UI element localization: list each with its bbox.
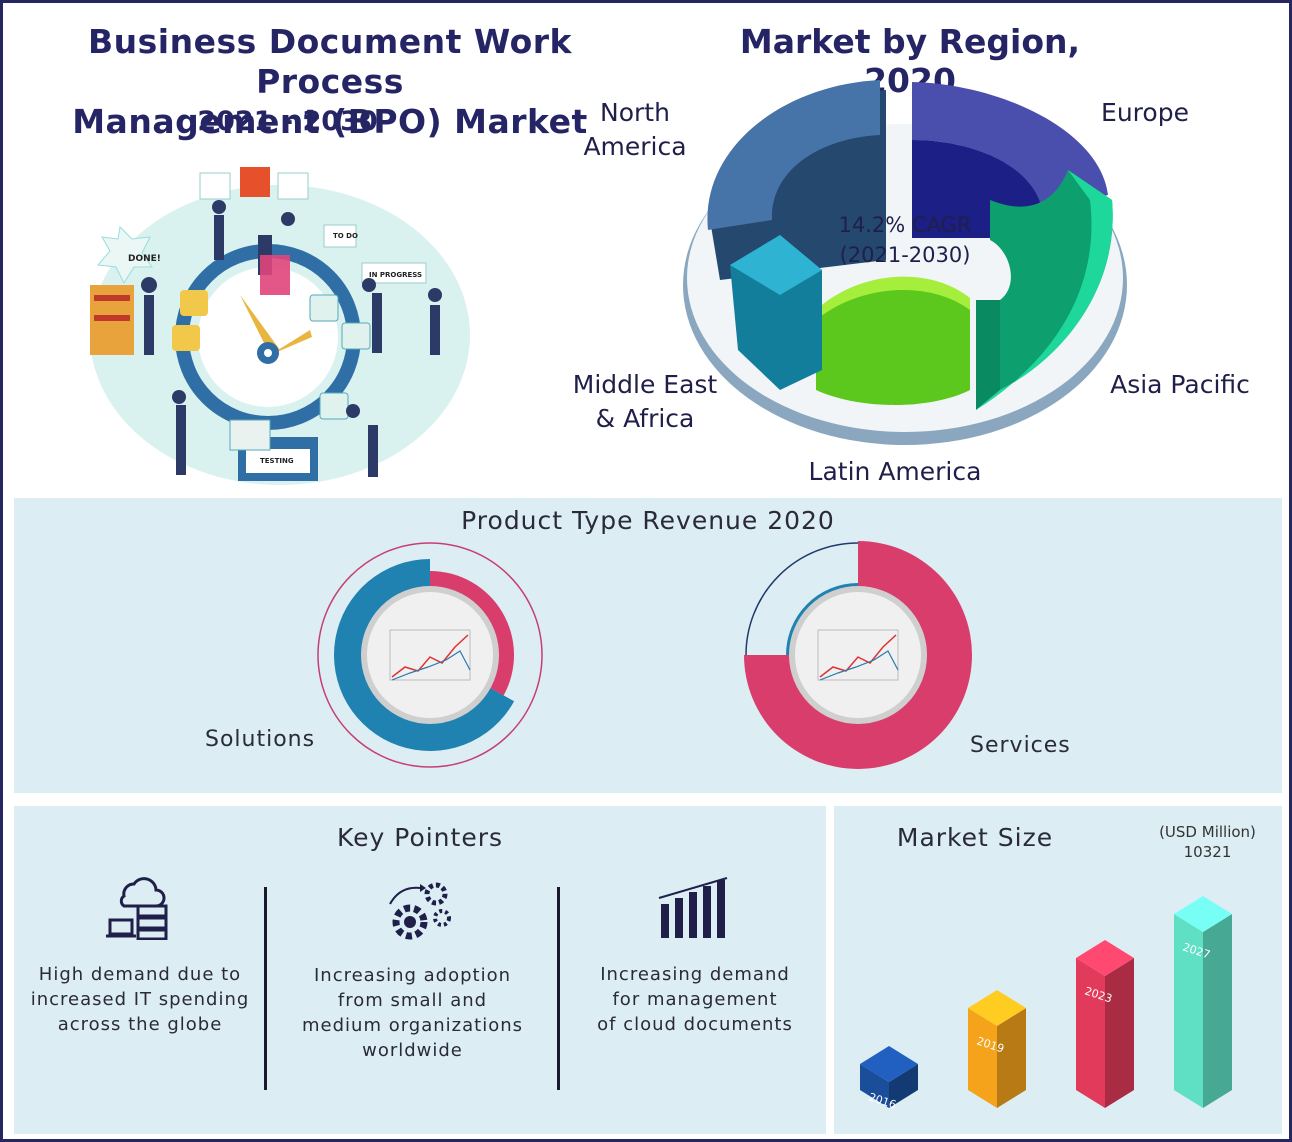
todo-label: TO DO [333,232,358,240]
cagr-label: 14.2% CAGR (2021-2030) [838,213,972,267]
pointer-divider [264,887,267,1090]
pointer-2: Increasing adoption from small and mediu… [302,965,523,1061]
year-range: 2021 - 2030 [197,106,378,137]
pointer-1: High demand due to increased IT spending… [30,964,250,1035]
product-type-panel [14,498,1282,793]
in-progress-label: IN PROGRESS [369,271,422,279]
key-pointers-panel [14,806,826,1134]
cloud-server-icon [106,877,168,940]
gears-icon [389,882,451,940]
market-size-title: Market Size [896,823,1054,852]
market-size-chart: 2016 2019 2023 2027 [860,896,1232,1112]
solutions-donut [317,542,543,768]
key-pointers-title: Key Pointers [336,823,504,852]
clock-hand [240,295,280,355]
region-chart-title: Market by Region, 2020 [739,22,1081,100]
done-label: DONE! [128,254,161,264]
label-latin-america: Latin America [808,457,982,486]
testing-label: TESTING [260,457,294,465]
solutions-label: Solutions [205,727,316,752]
region-donut-chart [683,80,1127,445]
pointer-divider [557,887,560,1090]
pointer-3: Increasing demand for management of clou… [597,964,793,1035]
page-title: Business Document Work Process Managemen… [72,22,588,141]
segment-asia-pacific [976,170,1113,410]
market-size-unit: (USD Million) 10321 [1159,823,1256,861]
label-europe: Europe [1101,98,1189,127]
segment-middle-east-africa [730,235,822,390]
services-label: Services [970,733,1071,758]
label-asia-pacific: Asia Pacific [1110,370,1250,399]
bar-2023: 2023 [1076,940,1134,1108]
bar-2019: 2019 [968,990,1026,1108]
segment-latin-america [816,276,970,405]
label-north-america: North America [583,98,687,161]
bar-chart-icon [658,877,728,938]
segment-north-america [707,80,886,280]
product-type-title: Product Type Revenue 2020 [461,506,835,535]
chart-line-icon [389,629,471,681]
bar-2027: 2027 [1174,896,1232,1108]
bar-2016: 2016 [860,1046,918,1112]
services-donut [744,541,972,769]
label-middle-east-africa: Middle East & Africa [572,370,718,433]
workflow-illustration: DONE! TO DO IN PROGRESS TESTING [90,167,470,485]
chart-line-icon [817,629,899,681]
